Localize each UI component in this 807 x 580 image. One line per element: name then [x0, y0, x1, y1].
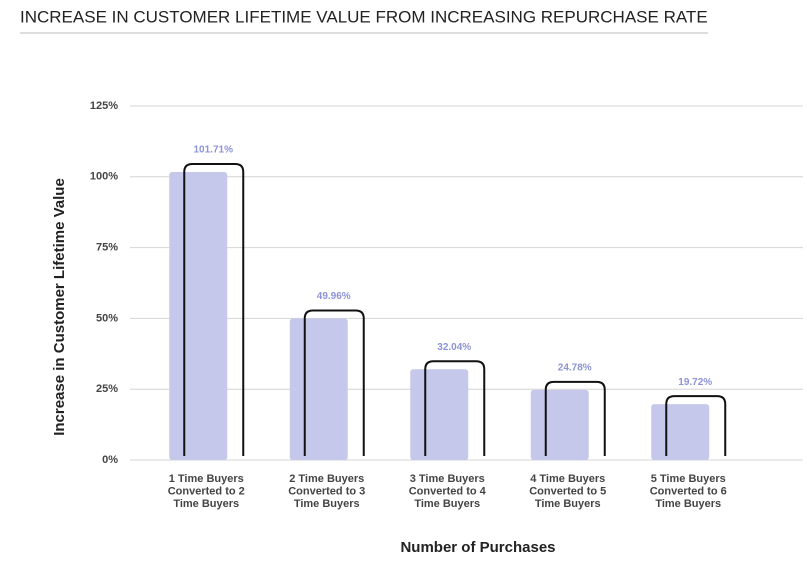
x-tick-label-line: Converted to 4: [409, 485, 487, 497]
bar-outline: [544, 380, 606, 456]
x-axis-title: Number of Purchases: [400, 539, 555, 556]
value-label: 24.78%: [558, 362, 592, 373]
x-tick-label-line: 1 Time Buyers: [169, 473, 244, 485]
x-tick-label-line: Converted to 2: [168, 485, 245, 497]
x-tick-label: 4 Time Buyers Converted to 5 Time Buyers: [529, 473, 606, 510]
x-tick-label-line: Time Buyers: [173, 498, 239, 510]
bar-outline: [665, 395, 727, 456]
x-tick-label-line: Converted to 5: [529, 485, 606, 497]
x-tick-label-line: Time Buyers: [535, 498, 601, 510]
x-tick-label: 5 Time Buyers Converted to 6 Time Buyers: [650, 473, 727, 510]
value-label: 19.72%: [678, 377, 712, 388]
value-label: 101.71%: [194, 145, 234, 156]
x-tick-label: 1 Time Buyers Converted to 2 Time Buyers: [168, 473, 245, 510]
x-tick-label-line: 3 Time Buyers: [410, 473, 485, 485]
y-axis-title: Increase in Customer Lifetime Value: [51, 178, 68, 436]
x-tick-label-line: Time Buyers: [655, 498, 721, 510]
value-label: 32.04%: [437, 342, 471, 353]
x-tick-label-line: 2 Time Buyers: [289, 473, 364, 485]
x-tick-label-line: Time Buyers: [294, 498, 360, 510]
bar-outline: [303, 309, 365, 456]
x-tick-label-line: Time Buyers: [414, 498, 480, 510]
chart-title: INCREASE IN CUSTOMER LIFETIME VALUE FROM…: [20, 7, 708, 26]
bar: [530, 389, 589, 460]
y-tick-label: 25%: [96, 383, 118, 395]
y-tick-label: 50%: [96, 312, 118, 324]
x-tick-label: 3 Time Buyers Converted to 4 Time Buyers: [409, 473, 487, 510]
x-tick-label-line: 4 Time Buyers: [530, 473, 605, 485]
y-tick-label: 75%: [96, 242, 118, 254]
y-tick-label: 100%: [90, 171, 118, 183]
value-label: 49.96%: [317, 291, 351, 302]
x-tick-label-line: 5 Time Buyers: [651, 473, 726, 485]
y-tick-label: 0%: [102, 454, 118, 466]
x-tick-label: 2 Time Buyers Converted to 3 Time Buyers: [288, 473, 365, 510]
x-tick-label-line: Converted to 3: [288, 485, 365, 497]
bar-outline: [424, 360, 486, 456]
x-tick-label-line: Converted to 6: [650, 485, 727, 497]
bar: [651, 404, 710, 460]
bar: [410, 369, 469, 460]
y-tick-label: 125%: [90, 100, 118, 112]
bar-outline: [183, 162, 245, 456]
bar: [289, 318, 348, 460]
bar: [169, 171, 228, 460]
